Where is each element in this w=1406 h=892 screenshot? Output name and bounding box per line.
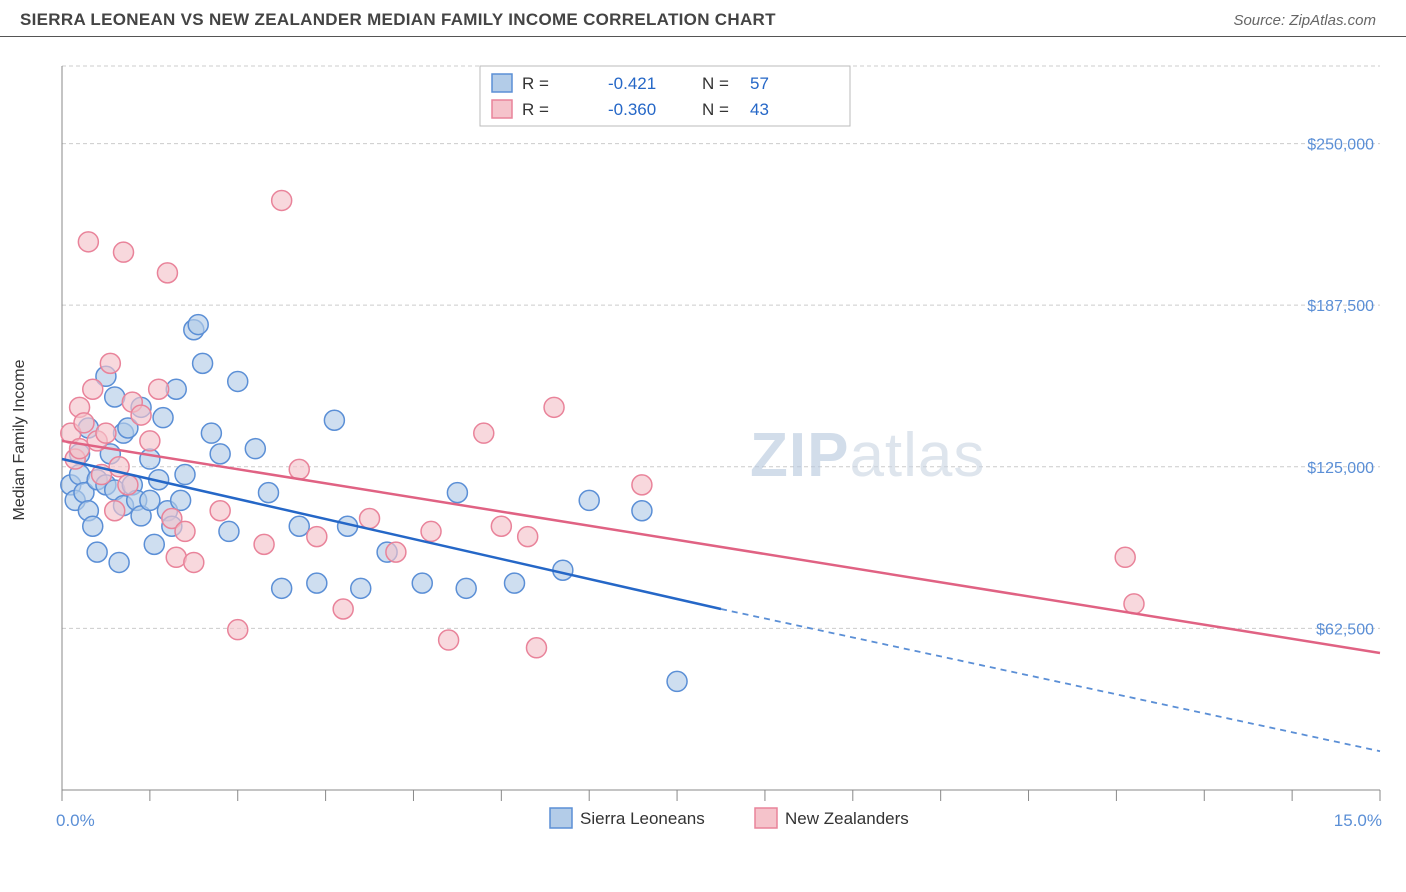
chart-title: SIERRA LEONEAN VS NEW ZEALANDER MEDIAN F… <box>20 10 776 30</box>
data-point <box>1124 594 1144 614</box>
legend-series-label: New Zealanders <box>785 809 909 828</box>
data-point <box>109 552 129 572</box>
data-point <box>184 552 204 572</box>
data-point <box>421 521 441 541</box>
legend-swatch <box>492 74 512 92</box>
data-point <box>544 397 564 417</box>
data-point <box>188 315 208 335</box>
x-tick-label: 0.0% <box>56 811 95 830</box>
legend-swatch <box>492 100 512 118</box>
legend-swatch <box>755 808 777 828</box>
legend-r-value: -0.360 <box>608 100 656 119</box>
data-point <box>474 423 494 443</box>
data-point <box>439 630 459 650</box>
data-point <box>149 379 169 399</box>
data-point <box>526 638 546 658</box>
legend-series-label: Sierra Leoneans <box>580 809 705 828</box>
data-point <box>1115 547 1135 567</box>
data-point <box>324 410 344 430</box>
data-point <box>272 190 292 210</box>
data-point <box>175 465 195 485</box>
data-point <box>447 483 467 503</box>
data-point <box>228 620 248 640</box>
data-point <box>632 475 652 495</box>
data-point <box>219 521 239 541</box>
data-point <box>245 439 265 459</box>
trendline-blue-ext <box>721 609 1380 751</box>
data-point <box>78 232 98 252</box>
data-point <box>100 353 120 373</box>
legend-n-label: N = <box>702 100 729 119</box>
data-point <box>131 405 151 425</box>
data-point <box>289 459 309 479</box>
data-point <box>210 444 230 464</box>
legend-n-label: N = <box>702 74 729 93</box>
y-axis-label: Median Family Income <box>11 360 29 521</box>
x-tick-label: 15.0% <box>1334 811 1382 830</box>
data-point <box>412 573 432 593</box>
y-tick-label: $62,500 <box>1316 621 1374 638</box>
data-point <box>632 501 652 521</box>
y-tick-label: $187,500 <box>1307 298 1374 315</box>
data-point <box>96 423 116 443</box>
data-point <box>114 242 134 262</box>
trendline-blue <box>62 459 721 609</box>
legend-swatch <box>550 808 572 828</box>
data-point <box>667 671 687 691</box>
data-point <box>157 263 177 283</box>
legend-r-value: -0.421 <box>608 74 656 93</box>
data-point <box>228 371 248 391</box>
data-point <box>289 516 309 536</box>
data-point <box>254 534 274 554</box>
data-point <box>140 490 160 510</box>
y-tick-label: $125,000 <box>1307 460 1374 477</box>
data-point <box>491 516 511 536</box>
chart-header: SIERRA LEONEAN VS NEW ZEALANDER MEDIAN F… <box>0 0 1406 37</box>
data-point <box>210 501 230 521</box>
data-point <box>386 542 406 562</box>
data-point <box>351 578 371 598</box>
data-point <box>153 408 173 428</box>
legend-n-value: 43 <box>750 100 769 119</box>
data-point <box>193 353 213 373</box>
legend-r-label: R = <box>522 100 549 119</box>
data-point <box>83 379 103 399</box>
y-tick-label: $250,000 <box>1307 137 1374 154</box>
data-point <box>579 490 599 510</box>
data-point <box>118 475 138 495</box>
data-point <box>140 449 160 469</box>
data-point <box>87 542 107 562</box>
data-point <box>505 573 525 593</box>
legend-n-value: 57 <box>750 74 769 93</box>
data-point <box>83 516 103 536</box>
data-point <box>201 423 221 443</box>
data-point <box>175 521 195 541</box>
data-point <box>74 413 94 433</box>
data-point <box>144 534 164 554</box>
data-point <box>307 573 327 593</box>
data-point <box>105 501 125 521</box>
data-point <box>360 509 380 529</box>
legend-r-label: R = <box>522 74 549 93</box>
scatter-chart: $62,500 $125,000 $187,500 $250,000 0.0% 15.0%… <box>50 50 1390 830</box>
data-point <box>171 490 191 510</box>
data-point <box>307 527 327 547</box>
data-point <box>518 527 538 547</box>
data-point <box>272 578 292 598</box>
data-point <box>333 599 353 619</box>
data-point <box>456 578 476 598</box>
source-label: Source: ZipAtlas.com <box>1233 12 1376 29</box>
data-point <box>140 431 160 451</box>
chart-area: Median Family Income ZIPatlas $62,500$12… <box>50 50 1390 830</box>
data-point <box>258 483 278 503</box>
